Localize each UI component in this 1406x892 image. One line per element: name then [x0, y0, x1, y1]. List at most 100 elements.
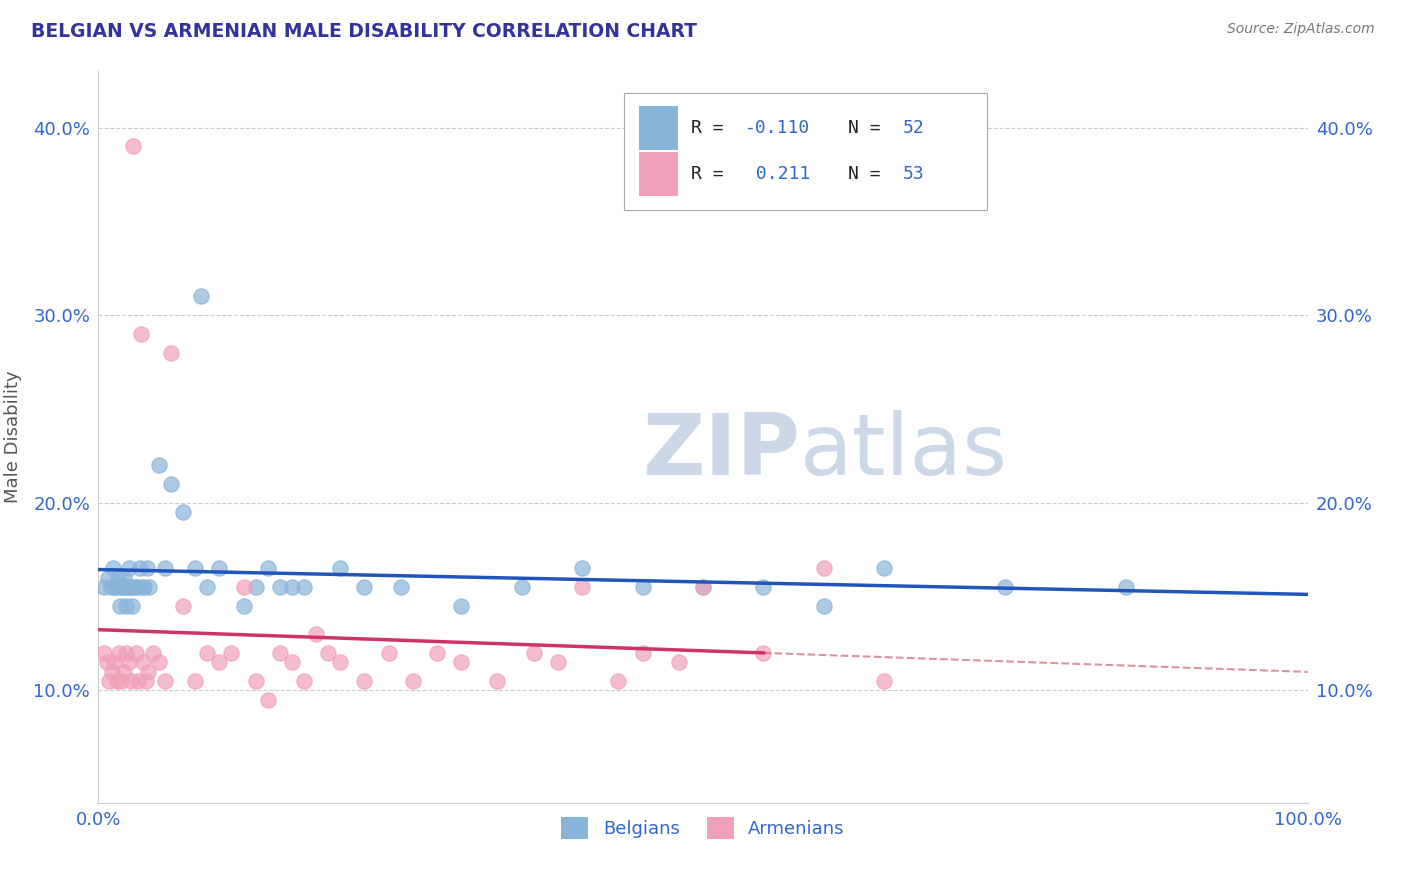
Text: 0.211: 0.211: [745, 165, 811, 183]
Point: [377, 646, 399, 660]
Point: [131, 580, 153, 594]
Point: [136, 665, 159, 679]
Point: [269, 646, 291, 660]
Point: [132, 655, 155, 669]
Point: [127, 580, 149, 594]
Point: [813, 599, 835, 613]
Point: [547, 655, 569, 669]
Point: [389, 580, 412, 594]
Point: [292, 580, 315, 594]
Point: [184, 673, 207, 688]
Point: [692, 580, 714, 594]
Point: [118, 655, 141, 669]
Point: [112, 571, 135, 585]
Text: Source: ZipAtlas.com: Source: ZipAtlas.com: [1227, 22, 1375, 37]
FancyBboxPatch shape: [638, 152, 678, 195]
Point: [110, 673, 132, 688]
Point: [96, 655, 118, 669]
Point: [100, 580, 122, 594]
Point: [153, 673, 176, 688]
Point: [124, 580, 146, 594]
Point: [125, 646, 148, 660]
Text: 52: 52: [903, 120, 924, 137]
Point: [668, 655, 690, 669]
Point: [571, 561, 593, 575]
Point: [486, 673, 509, 688]
Text: -0.110: -0.110: [745, 120, 811, 137]
Point: [256, 692, 278, 706]
Point: [195, 646, 218, 660]
Point: [873, 673, 896, 688]
Point: [160, 477, 183, 491]
Point: [994, 580, 1017, 594]
Point: [100, 665, 122, 679]
Point: [135, 561, 157, 575]
Point: [232, 599, 254, 613]
Point: [111, 580, 134, 594]
Point: [153, 561, 176, 575]
Text: ZIP: ZIP: [643, 410, 800, 493]
Point: [752, 580, 775, 594]
Y-axis label: Male Disability: Male Disability: [4, 371, 22, 503]
Point: [142, 646, 165, 660]
Text: atlas: atlas: [800, 410, 1008, 493]
Point: [134, 580, 156, 594]
Point: [631, 646, 654, 660]
Point: [329, 655, 352, 669]
Point: [117, 580, 139, 594]
Point: [110, 580, 132, 594]
Point: [101, 561, 124, 575]
Point: [269, 580, 291, 594]
Text: N =: N =: [848, 120, 891, 137]
Point: [281, 580, 304, 594]
Point: [221, 646, 243, 660]
Point: [118, 580, 141, 594]
Point: [208, 655, 231, 669]
Point: [190, 289, 212, 303]
Point: [128, 561, 150, 575]
Text: R =: R =: [690, 165, 734, 183]
Text: R =: R =: [690, 120, 734, 137]
Point: [108, 599, 131, 613]
Text: N =: N =: [848, 165, 891, 183]
Point: [115, 599, 138, 613]
Point: [105, 673, 128, 688]
Point: [172, 599, 194, 613]
Point: [105, 580, 128, 594]
Point: [120, 673, 142, 688]
Point: [873, 561, 896, 575]
Point: [523, 646, 546, 660]
Point: [752, 646, 775, 660]
Point: [160, 345, 183, 359]
Point: [245, 580, 267, 594]
Point: [98, 673, 121, 688]
Text: 53: 53: [903, 165, 924, 183]
Point: [1115, 580, 1137, 594]
Point: [292, 673, 315, 688]
Point: [281, 655, 304, 669]
Point: [208, 561, 231, 575]
Point: [571, 580, 593, 594]
Point: [103, 580, 125, 594]
Point: [353, 580, 375, 594]
Point: [148, 458, 170, 473]
Point: [195, 580, 218, 594]
Point: [135, 673, 157, 688]
Point: [607, 673, 630, 688]
Point: [129, 326, 152, 341]
Point: [118, 561, 141, 575]
Point: [692, 580, 714, 594]
Point: [256, 561, 278, 575]
Point: [138, 580, 160, 594]
Point: [115, 646, 138, 660]
Point: [631, 580, 654, 594]
Point: [450, 599, 472, 613]
Point: [353, 673, 375, 688]
Point: [813, 561, 835, 575]
Point: [245, 673, 267, 688]
Point: [107, 571, 129, 585]
Point: [108, 646, 131, 660]
Point: [316, 646, 339, 660]
Point: [402, 673, 425, 688]
Point: [172, 505, 194, 519]
